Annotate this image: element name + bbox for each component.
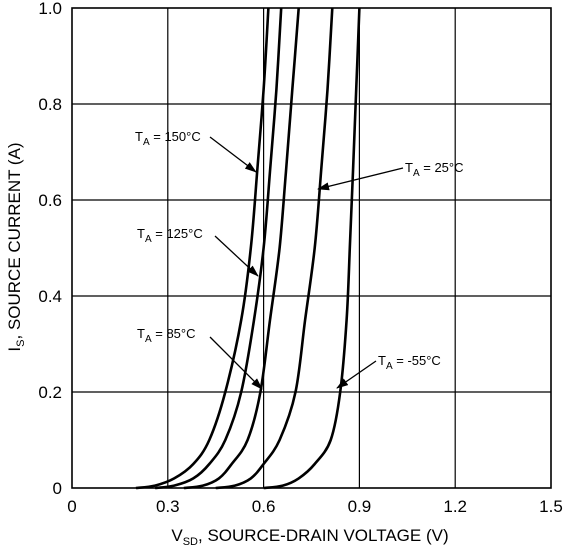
series-line-4 — [263, 7, 361, 490]
series-annotation-0: TA = 150°C — [135, 129, 257, 173]
y-tick-label-2: 0.4 — [38, 287, 62, 306]
series-annotation-3: TA = 25°C — [317, 160, 464, 191]
series-line-0 — [135, 7, 270, 490]
series-annotation-1: TA = 125°C — [137, 226, 259, 277]
tick-labels: 0 0.3 0.6 0.9 1.2 1.5 0 0.2 0.4 0.6 0.8 1.0 — [38, 0, 562, 516]
x-axis-label: VSD, SOURCE-DRAIN VOLTAGE (V) — [171, 526, 448, 546]
y-tick-label-0: 0 — [53, 479, 62, 498]
y-axis-label: IS, SOURCE CURRENT (A) — [5, 142, 27, 351]
y-tick-label-4: 0.8 — [38, 95, 62, 114]
plot-frame — [71, 7, 552, 489]
series-line-2 — [183, 7, 300, 490]
y-tick-label-1: 0.2 — [38, 383, 62, 402]
series-label-4: TA = -55°C — [378, 353, 441, 372]
series-lines — [135, 7, 361, 490]
series-label-3: TA = 25°C — [405, 160, 464, 179]
annotation-arrow-3 — [317, 167, 404, 191]
grid — [72, 8, 551, 488]
y-tick-label-5: 1.0 — [38, 0, 62, 18]
series-line-3 — [215, 7, 334, 490]
x-tick-label-4: 1.2 — [443, 497, 467, 516]
y-tick-label-3: 0.6 — [38, 191, 62, 210]
series-annotation-4: TA = -55°C — [336, 353, 441, 389]
x-tick-label-2: 0.6 — [252, 497, 276, 516]
plot-border — [71, 7, 552, 489]
series-label-2: TA = 85°C — [137, 326, 196, 345]
annotation-arrow-1 — [214, 235, 259, 277]
x-tick-label-3: 0.9 — [348, 497, 372, 516]
annotations: TA = 150°C TA = 125°C TA = 85°C TA = 25°C TA… — [135, 129, 464, 390]
annotation-arrow-4 — [336, 360, 377, 389]
x-tick-label-1: 0.3 — [156, 497, 180, 516]
series-annotation-2: TA = 85°C — [137, 326, 263, 390]
series-line-1 — [154, 7, 283, 490]
x-tick-label-0: 0 — [67, 497, 76, 516]
annotation-arrow-0 — [209, 136, 257, 173]
series-label-1: TA = 125°C — [137, 226, 203, 245]
annotation-arrow-2 — [209, 336, 263, 390]
series-label-0: TA = 150°C — [135, 129, 201, 148]
x-tick-label-5: 1.5 — [539, 497, 563, 516]
